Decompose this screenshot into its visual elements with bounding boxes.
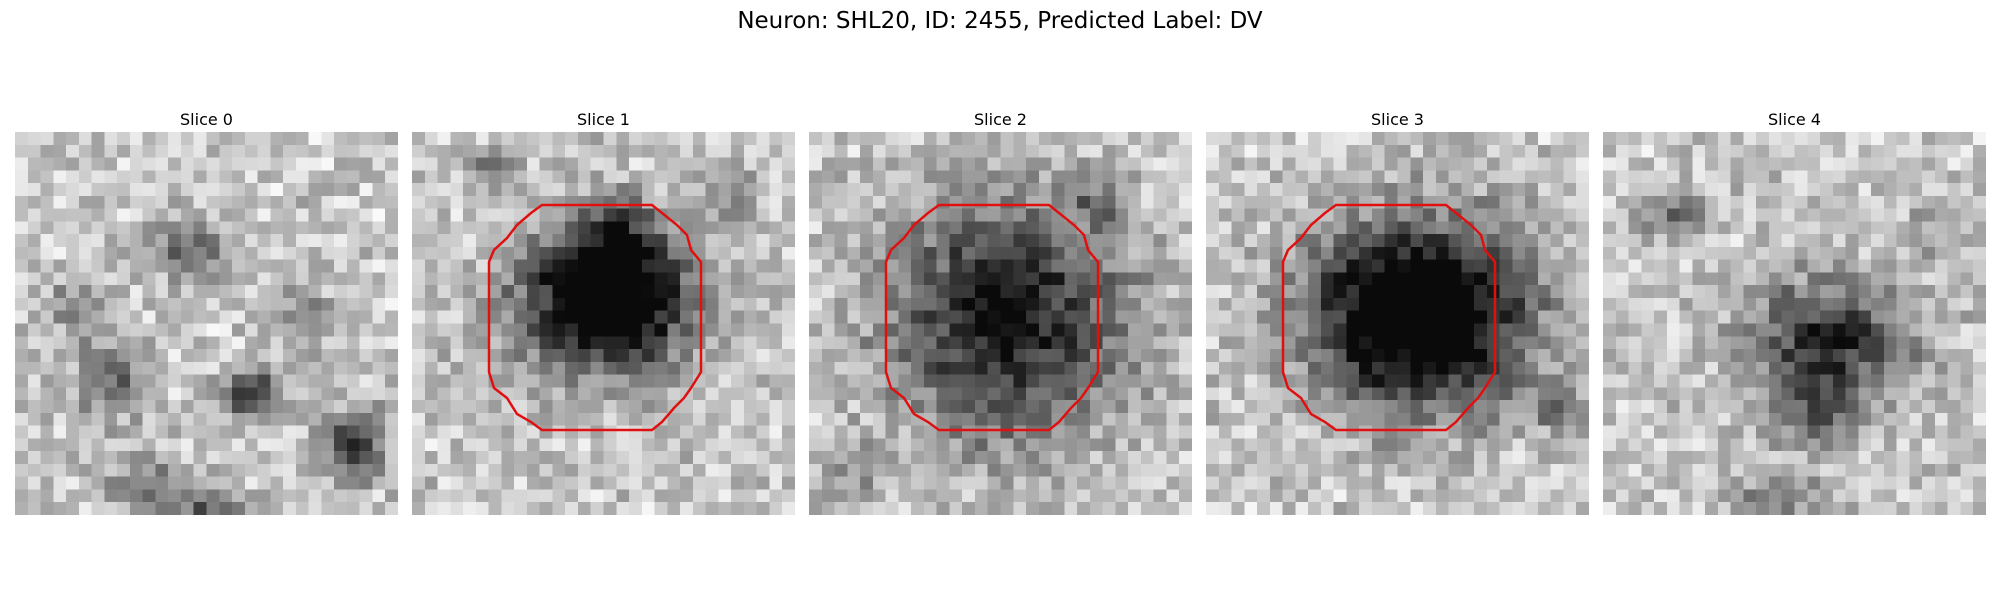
- slice-image-4-pixels: [1603, 132, 1986, 515]
- slice-image-1-pixels: [412, 132, 795, 515]
- roi-outline-4: [1603, 132, 1986, 515]
- roi-polygon-2: [884, 203, 1100, 432]
- slice-panel-1: Slice 1: [412, 108, 795, 515]
- slice-image-2: [809, 132, 1192, 515]
- slice-title-3: Slice 3: [1371, 110, 1424, 129]
- roi-polygon-1: [487, 203, 703, 432]
- slice-panel-2: Slice 2: [809, 108, 1192, 515]
- slice-title-0: Slice 0: [180, 110, 233, 129]
- slice-image-3: [1206, 132, 1589, 515]
- slice-title-2: Slice 2: [974, 110, 1027, 129]
- slice-panel-4: Slice 4: [1603, 108, 1986, 515]
- slice-title-4: Slice 4: [1768, 110, 1821, 129]
- slice-image-1: [412, 132, 795, 515]
- slice-image-0-pixels: [15, 132, 398, 515]
- slice-image-3-pixels: [1206, 132, 1589, 515]
- slice-image-0: [15, 132, 398, 515]
- roi-outline-2: [884, 203, 1100, 432]
- roi-outline-3: [1281, 203, 1497, 432]
- figure-title: Neuron: SHL20, ID: 2455, Predicted Label…: [737, 8, 1263, 34]
- slice-image-4: [1603, 132, 1986, 515]
- slice-title-1: Slice 1: [577, 110, 630, 129]
- roi-outline-1: [487, 203, 703, 432]
- roi-polygon-3: [1281, 203, 1497, 432]
- slice-image-2-pixels: [809, 132, 1192, 515]
- roi-outline-0: [15, 132, 398, 515]
- slice-panel-0: Slice 0: [15, 108, 398, 515]
- slice-panel-3: Slice 3: [1206, 108, 1589, 515]
